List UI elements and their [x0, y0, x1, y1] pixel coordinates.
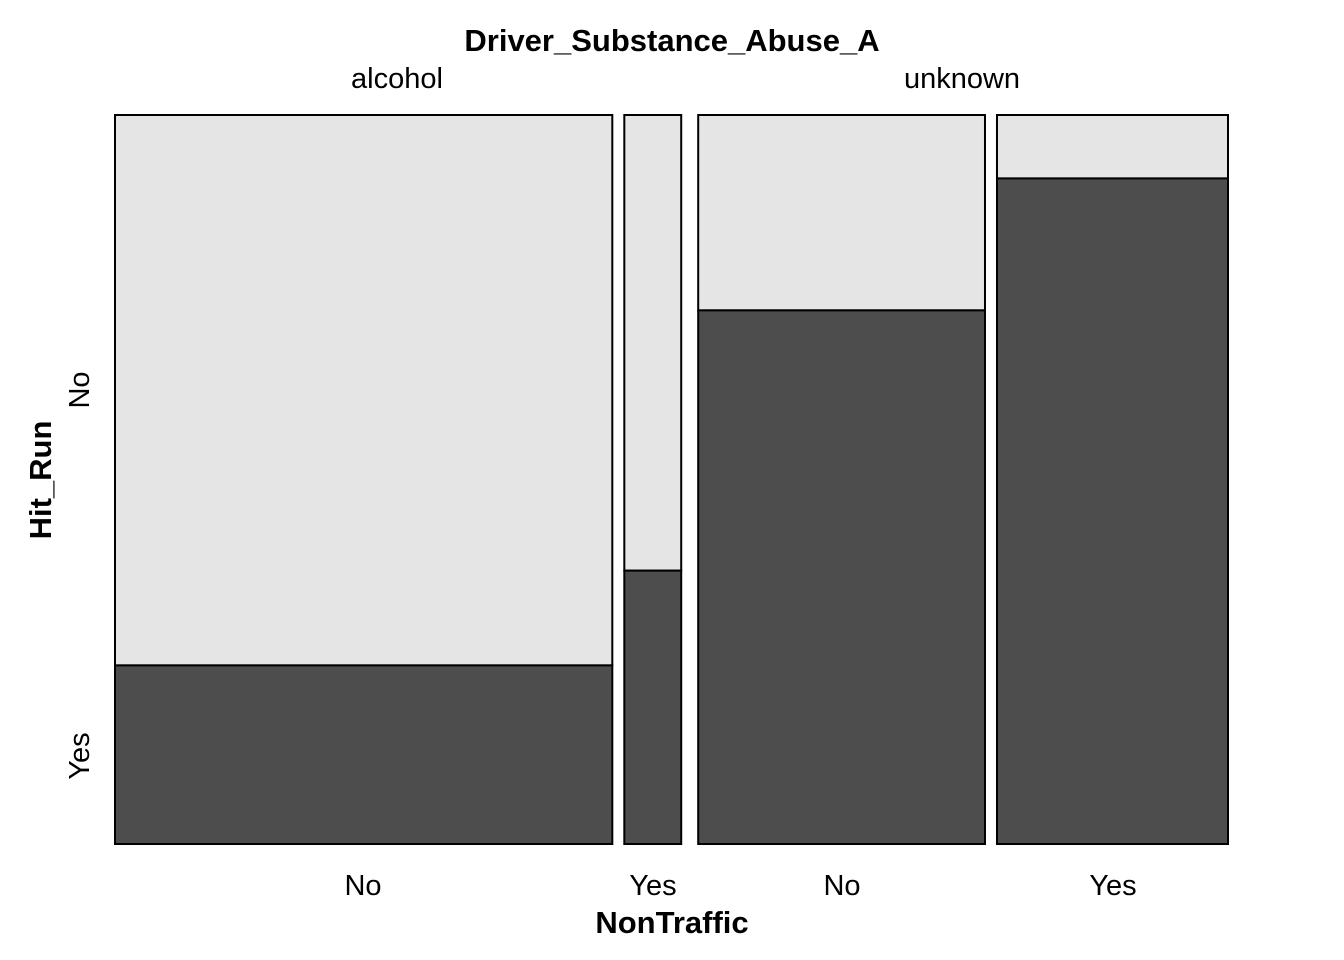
cell-alcohol-yes-hitrun-yes: [623, 569, 683, 845]
cell-alcohol-no-hitrun-no: [114, 114, 614, 667]
cell-unknown-no-hitrun-yes: [697, 309, 986, 845]
x-level-alcohol-yes: Yes: [629, 870, 676, 902]
y-level-no: No: [64, 371, 96, 408]
cell-unknown-yes-hitrun-yes: [995, 177, 1230, 846]
mosaic-cells: [114, 114, 1230, 846]
group-label-unknown: unknown: [904, 63, 1020, 95]
cell-unknown-no-hitrun-no: [697, 114, 986, 312]
cell-unknown-yes-hitrun-no: [995, 114, 1230, 180]
chart-title: Driver_Substance_Abuse_A: [464, 23, 879, 58]
x-level-unknown-no: No: [823, 870, 860, 902]
y-level-yes: Yes: [64, 732, 96, 779]
x-axis-title: NonTraffic: [595, 905, 748, 940]
cell-alcohol-yes-hitrun-no: [623, 114, 683, 572]
y-axis-title: Hit_Run: [23, 421, 58, 540]
x-level-alcohol-no: No: [344, 870, 381, 902]
group-label-alcohol: alcohol: [351, 63, 443, 95]
x-level-unknown-yes: Yes: [1089, 870, 1136, 902]
cell-alcohol-no-hitrun-yes: [114, 664, 614, 846]
